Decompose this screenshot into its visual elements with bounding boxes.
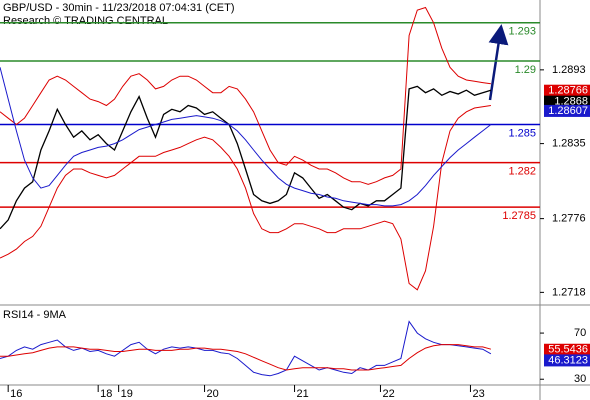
x-tick-label: 20 (207, 388, 219, 400)
level-label: 1.282 (508, 166, 536, 178)
y-tick-label: 70 (574, 327, 586, 339)
last-value-box (544, 354, 590, 367)
y-tick-label: 1.2776 (552, 213, 586, 225)
level-label: 1.285 (508, 127, 536, 139)
x-tick-label: 16 (10, 388, 22, 400)
y-tick-label: 1.2718 (552, 286, 586, 298)
series-line (0, 344, 492, 371)
last-value-label: 1.28607 (548, 105, 588, 117)
series-line (0, 67, 492, 207)
rsi-title: RSI14 - 9MA (3, 309, 67, 321)
y-tick-label: 30 (574, 373, 586, 385)
forecast-arrow (488, 24, 509, 101)
series-line (0, 85, 492, 230)
level-label: 1.293 (508, 26, 536, 38)
y-tick-label: 1.2835 (552, 138, 586, 150)
last-value-label: 55.5436 (548, 344, 588, 356)
x-tick-label: 19 (121, 388, 133, 400)
last-value-box (544, 84, 590, 97)
y-tick-label: 1.2893 (552, 64, 586, 76)
x-tick-label: 23 (472, 388, 484, 400)
chart-title: GBP/USD - 30min - 11/23/2018 07:04:31 (C… (3, 2, 235, 14)
series-line (0, 6, 491, 185)
last-value-label: 1.2868 (554, 96, 588, 108)
last-value-label: 1.28766 (548, 85, 588, 97)
x-tick-label: 22 (382, 388, 394, 400)
last-value-box (544, 343, 590, 356)
series-line (0, 105, 491, 291)
last-value-box (544, 104, 590, 117)
level-label: 1.29 (515, 64, 536, 76)
x-tick-label: 21 (297, 388, 309, 400)
last-value-label: 46.3123 (548, 354, 588, 366)
level-label: 1.2785 (502, 210, 536, 222)
chart-subtitle: Research © TRADING CENTRAL (3, 15, 168, 27)
last-value-box (544, 95, 590, 108)
x-tick-label: 18 (100, 388, 112, 400)
